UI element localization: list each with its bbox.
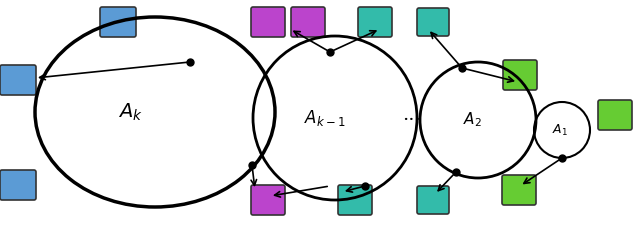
FancyBboxPatch shape [291, 7, 325, 37]
FancyBboxPatch shape [251, 7, 285, 37]
FancyBboxPatch shape [358, 7, 392, 37]
FancyBboxPatch shape [417, 186, 449, 214]
Text: $A_k$: $A_k$ [118, 101, 142, 123]
FancyBboxPatch shape [0, 65, 36, 95]
FancyBboxPatch shape [338, 185, 372, 215]
FancyBboxPatch shape [417, 8, 449, 36]
Text: $A_1$: $A_1$ [552, 122, 568, 137]
FancyBboxPatch shape [0, 170, 36, 200]
FancyBboxPatch shape [502, 175, 536, 205]
Text: ...: ... [403, 106, 421, 124]
FancyBboxPatch shape [503, 60, 537, 90]
FancyBboxPatch shape [251, 185, 285, 215]
FancyBboxPatch shape [100, 7, 136, 37]
Text: $A_{k-1}$: $A_{k-1}$ [304, 108, 346, 128]
Text: $A_2$: $A_2$ [463, 111, 481, 129]
FancyBboxPatch shape [598, 100, 632, 130]
